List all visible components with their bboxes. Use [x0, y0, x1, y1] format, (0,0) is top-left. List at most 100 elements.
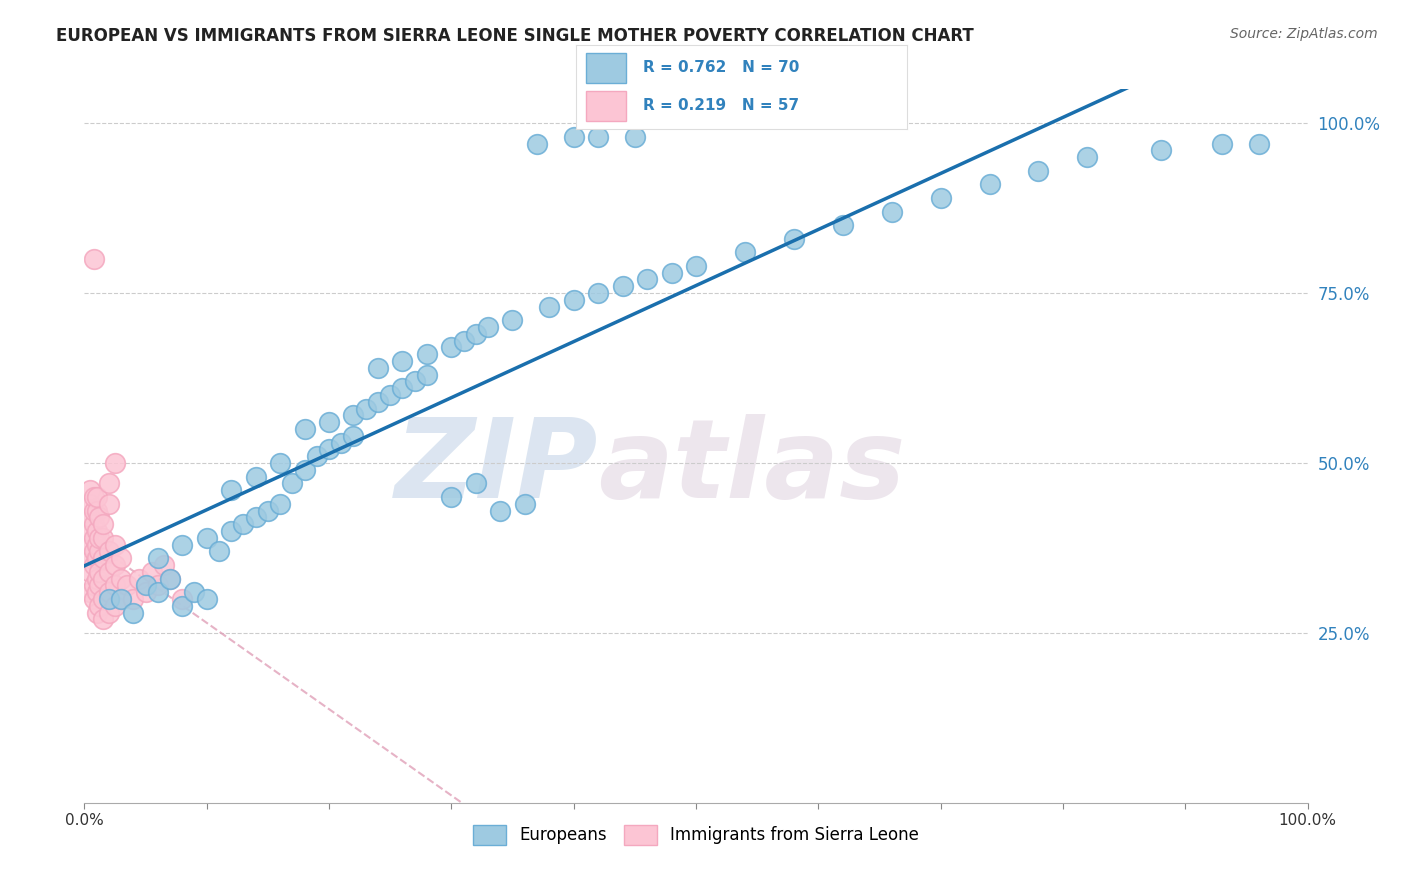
Point [195, 591, 218, 606]
Point [477, 320, 499, 334]
Point [86, 503, 108, 517]
Point [1247, 136, 1270, 151]
Point [831, 218, 853, 232]
Point [294, 463, 316, 477]
Point [269, 456, 291, 470]
Text: EUROPEAN VS IMMIGRANTS FROM SIERRA LEONE SINGLE MOTHER POVERTY CORRELATION CHART: EUROPEAN VS IMMIGRANTS FROM SIERRA LEONE… [56, 27, 974, 45]
Point [135, 578, 157, 592]
Point [502, 313, 524, 327]
Point [104, 456, 127, 470]
Point [79, 497, 101, 511]
Point [83, 490, 105, 504]
Point [1150, 144, 1173, 158]
Point [97, 565, 120, 579]
Point [86, 585, 108, 599]
Point [86, 524, 108, 538]
Point [294, 422, 316, 436]
Point [83, 503, 105, 517]
Point [97, 585, 120, 599]
FancyBboxPatch shape [586, 54, 626, 83]
Point [97, 476, 120, 491]
Point [929, 191, 952, 205]
Point [489, 503, 512, 517]
Point [110, 551, 132, 566]
Point [104, 537, 127, 551]
Point [440, 490, 463, 504]
Point [391, 381, 413, 395]
Point [86, 606, 108, 620]
Point [83, 591, 105, 606]
Point [83, 578, 105, 592]
Point [464, 476, 486, 491]
Point [87, 510, 110, 524]
Point [208, 544, 231, 558]
Point [342, 409, 364, 423]
Point [586, 129, 609, 144]
Point [159, 572, 181, 586]
Point [86, 572, 108, 586]
Point [257, 503, 280, 517]
Point [1211, 136, 1233, 151]
Point [538, 300, 561, 314]
Point [87, 578, 110, 592]
Point [146, 551, 169, 566]
Point [245, 469, 267, 483]
Point [87, 544, 110, 558]
Point [110, 591, 132, 606]
Point [104, 558, 127, 572]
Point [880, 204, 903, 219]
Point [330, 435, 353, 450]
FancyBboxPatch shape [586, 91, 626, 120]
Point [128, 572, 150, 586]
Point [79, 585, 101, 599]
Point [269, 497, 291, 511]
Point [464, 326, 486, 341]
Point [1028, 163, 1050, 178]
Point [146, 585, 169, 599]
Point [79, 565, 101, 579]
Point [83, 517, 105, 532]
Point [87, 599, 110, 613]
Point [86, 490, 108, 504]
Point [318, 415, 340, 429]
Point [562, 293, 585, 307]
Point [79, 510, 101, 524]
Point [97, 606, 120, 620]
Point [612, 279, 634, 293]
Point [86, 551, 108, 566]
Point [305, 449, 328, 463]
Point [83, 558, 105, 572]
Point [562, 129, 585, 144]
Point [172, 537, 194, 551]
Legend: Europeans, Immigrants from Sierra Leone: Europeans, Immigrants from Sierra Leone [465, 818, 927, 852]
Point [172, 599, 194, 613]
Point [354, 401, 377, 416]
Point [586, 286, 609, 301]
Point [86, 537, 108, 551]
Point [153, 558, 176, 572]
Text: Source: ZipAtlas.com: Source: ZipAtlas.com [1230, 27, 1378, 41]
Point [91, 551, 114, 566]
Point [83, 544, 105, 558]
Point [624, 129, 647, 144]
Point [115, 578, 138, 592]
Point [404, 375, 426, 389]
Point [453, 334, 475, 348]
Point [87, 565, 110, 579]
Point [146, 578, 169, 592]
Point [97, 591, 120, 606]
Point [97, 497, 120, 511]
Point [734, 245, 756, 260]
Point [979, 178, 1001, 192]
Point [122, 591, 145, 606]
Point [318, 442, 340, 457]
Point [513, 497, 536, 511]
Point [195, 531, 218, 545]
Point [172, 591, 194, 606]
Point [526, 136, 548, 151]
Point [91, 612, 114, 626]
Point [1076, 150, 1098, 164]
Point [367, 394, 389, 409]
Point [367, 360, 389, 375]
Point [183, 585, 205, 599]
